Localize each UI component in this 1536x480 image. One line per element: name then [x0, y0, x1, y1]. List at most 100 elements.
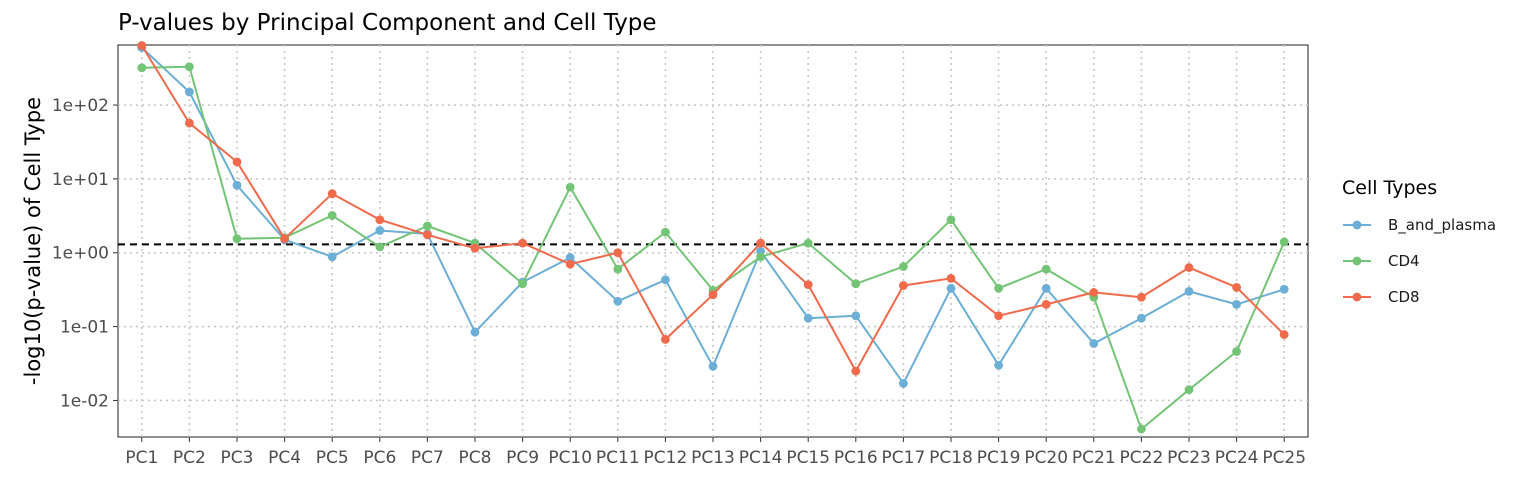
data-point [1041, 264, 1051, 274]
data-point [1279, 330, 1289, 339]
chart-title: P-values by Principal Component and Cell… [118, 10, 657, 36]
data-point [899, 262, 908, 271]
data-point [185, 118, 194, 128]
x-tick-label: PC2 [173, 448, 206, 468]
data-point [1137, 313, 1146, 323]
data-point [280, 234, 289, 244]
data-point [1041, 283, 1051, 293]
data-point [1232, 282, 1241, 292]
data-point [470, 327, 480, 337]
data-point [137, 41, 147, 50]
legend-key-point [1352, 256, 1362, 266]
data-point [470, 243, 480, 253]
data-point [946, 215, 956, 225]
legend-label: CD8 [1388, 288, 1420, 306]
data-point [708, 361, 718, 371]
y-tick-label: 1e+00 [52, 244, 109, 264]
y-tick-label: 1e-02 [60, 391, 109, 411]
y-axis: 1e-02 1e-01 1e+00 1e+01 1e+02 [52, 96, 118, 411]
data-point [994, 311, 1003, 321]
data-point [1232, 347, 1241, 356]
data-point [1184, 385, 1194, 395]
data-point [185, 62, 194, 72]
x-tick-label: PC1 [125, 448, 158, 468]
data-point [1279, 237, 1289, 247]
x-tick-label: PC4 [268, 448, 301, 468]
data-point [1041, 299, 1051, 309]
y-tick-label: 1e-01 [60, 318, 109, 338]
x-tick-label: PC22 [1120, 448, 1164, 468]
data-point [661, 227, 670, 237]
x-axis: PC1 PC2 PC3 PC4 PC5 PC6 PC7 PC8 PC9 PC10 PC11 PC12 P… [125, 437, 1306, 468]
data-point [994, 360, 1003, 370]
data-point [708, 290, 718, 300]
x-tick-label: PC15 [786, 448, 830, 468]
legend-item: B_and_plasma [1343, 216, 1496, 235]
data-point [565, 259, 575, 269]
data-point [375, 215, 385, 225]
data-point [327, 189, 337, 199]
data-point [565, 182, 575, 192]
data-point [185, 87, 194, 97]
legend-key-point [1352, 292, 1362, 302]
data-point [1184, 286, 1194, 296]
series-CD8 [137, 41, 1289, 376]
data-point [1089, 288, 1099, 297]
x-tick-label: PC3 [221, 448, 254, 468]
data-point [899, 281, 908, 290]
x-tick-label: PC19 [977, 448, 1021, 468]
x-tick-label: PC10 [548, 448, 592, 468]
data-point [423, 230, 432, 240]
data-point [946, 273, 956, 283]
data-point [661, 335, 670, 344]
data-point [232, 157, 242, 167]
x-tick-label: PC23 [1167, 448, 1211, 468]
data-point [565, 253, 575, 262]
data-point [851, 311, 861, 321]
x-tick-label: PC14 [739, 448, 783, 468]
data-point [1137, 292, 1146, 302]
data-point [613, 248, 623, 258]
data-point [899, 379, 908, 388]
x-tick-label: PC9 [506, 448, 539, 468]
data-point [803, 280, 813, 290]
x-tick-label: PC8 [459, 448, 492, 468]
data-point [613, 296, 623, 306]
grid [118, 45, 1308, 437]
x-tick-label: PC6 [363, 448, 396, 468]
data-point [137, 63, 147, 73]
x-tick-label: PC18 [929, 448, 973, 468]
data-point [423, 221, 432, 231]
data-point [613, 264, 623, 274]
legend-label: B_and_plasma [1388, 216, 1496, 235]
y-tick-label: 1e+01 [52, 170, 109, 190]
data-point [851, 279, 861, 289]
series-layer [137, 41, 1289, 434]
data-point [946, 283, 956, 293]
x-tick-label: PC25 [1262, 448, 1306, 468]
data-point [375, 242, 385, 252]
data-point [518, 238, 527, 248]
data-point [994, 283, 1003, 293]
x-tick-label: PC7 [411, 448, 444, 468]
data-point [375, 226, 385, 235]
legend-title: Cell Types [1342, 177, 1437, 199]
data-point [327, 211, 337, 220]
x-tick-label: PC16 [834, 448, 878, 468]
data-point [1184, 263, 1194, 272]
data-point [1137, 424, 1146, 434]
x-tick-label: PC13 [691, 448, 735, 468]
x-tick-label: PC20 [1024, 448, 1068, 468]
data-point [756, 252, 765, 262]
plot-panel [117, 44, 1309, 438]
legend: Cell Types B_and_plasma CD4 CD8 [1342, 177, 1496, 306]
data-point [803, 313, 813, 323]
data-point [1089, 339, 1099, 348]
data-point [518, 279, 527, 289]
y-axis-title: -log10(p-value) of Cell Type [21, 97, 45, 385]
data-point [232, 234, 242, 244]
legend-item: CD8 [1343, 288, 1420, 306]
data-point [1232, 299, 1241, 309]
data-point [756, 238, 765, 248]
